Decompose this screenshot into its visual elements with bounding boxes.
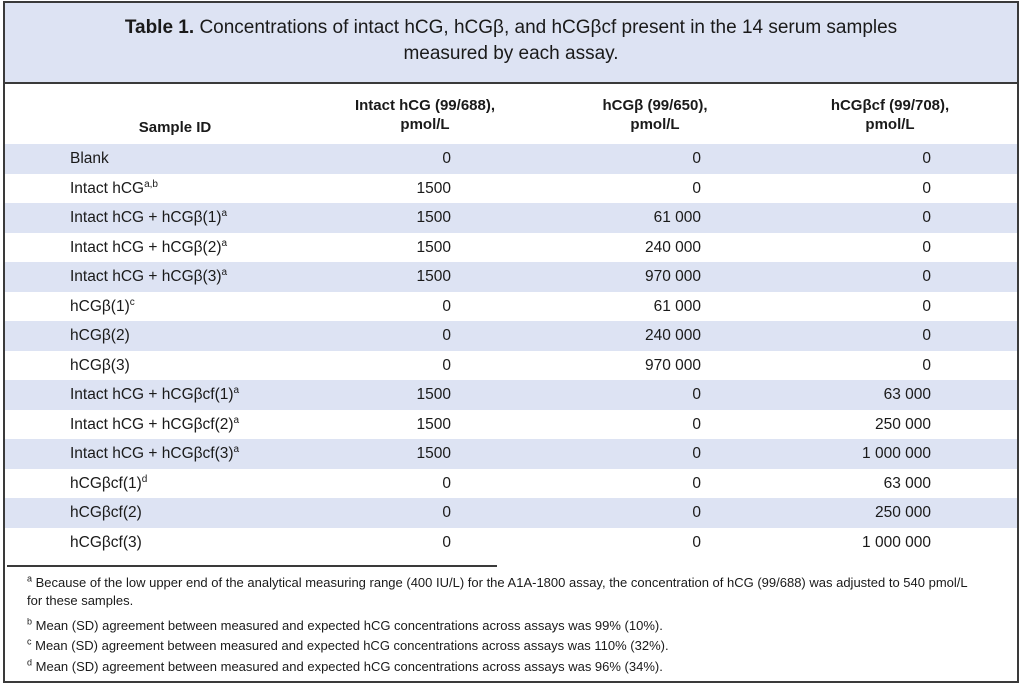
- sample-id-cell: Intact hCG + hCGβ(2)a: [70, 237, 228, 256]
- footnote-mark: a: [221, 266, 228, 278]
- hcg-beta-cell: 970 000: [644, 356, 701, 374]
- footnote-d: d Mean (SD) agreement between measured a…: [27, 657, 663, 674]
- table-row: Intact hCG + hCGβ(3)a 1500 970 000 0: [5, 262, 1017, 292]
- footnote-mark: b: [27, 616, 33, 627]
- hcg-beta-cell: 0: [692, 150, 701, 167]
- table-row: hCGβcf(1)d 0 0 63 000: [5, 469, 1017, 499]
- hcg-beta-cell: 0: [692, 386, 701, 403]
- sample-id-cell: hCGβcf(3): [70, 533, 142, 551]
- hcg-beta-cell: 240 000: [644, 327, 701, 344]
- intact-hcg-cell: 0: [442, 327, 451, 344]
- col-header-hcg-beta: hCGβ (99/650), pmol/L: [602, 97, 708, 133]
- hcg-betacf-cell: 0: [922, 327, 931, 344]
- intact-hcg-cell: 0: [442, 150, 451, 167]
- hcg-betacf-cell: 0: [922, 356, 931, 374]
- intact-hcg-cell: 1500: [416, 209, 451, 226]
- table-label: Table 1.: [124, 17, 195, 38]
- footnote-mark: a: [27, 573, 33, 584]
- intact-hcg-cell: 1500: [416, 445, 451, 462]
- table-row: Intact hCG + hCGβcf(2)a 1500 0 250 000: [5, 410, 1017, 440]
- table-frame: Table 1. Concentrations of intact hCG, h…: [3, 1, 1019, 683]
- col-header-sample-id: Sample ID: [138, 119, 212, 136]
- hcg-beta-cell: 0: [692, 179, 701, 197]
- col-header-hcg-betacf: hCGβcf (99/708), pmol/L: [830, 97, 950, 133]
- table-row: Intact hCG + hCGβ(2)a 1500 240 000 0: [5, 233, 1017, 263]
- intact-hcg-cell: 0: [442, 474, 451, 492]
- table-row: hCGβ(1)c 0 61 000 0: [5, 292, 1017, 322]
- hcg-beta-cell: 0: [692, 504, 701, 521]
- hcg-betacf-cell: 0: [922, 238, 931, 256]
- hcg-beta-cell: 970 000: [644, 268, 701, 285]
- hcg-betacf-cell: 0: [922, 179, 931, 197]
- col-header-intact-hcg: Intact hCG (99/688), pmol/L: [354, 97, 496, 133]
- hcg-betacf-cell: 0: [922, 209, 931, 226]
- sample-id-cell: hCGβcf(2): [70, 504, 142, 521]
- hcg-betacf-cell: 1 000 000: [862, 445, 931, 462]
- hcg-betacf-cell: 63 000: [883, 474, 931, 492]
- sample-id-cell: Intact hCG + hCGβ(1)a: [70, 207, 228, 226]
- table-row: Intact hCGa,b 1500 0 0: [5, 174, 1017, 204]
- hcg-betacf-cell: 0: [922, 268, 931, 285]
- footnote-divider: [7, 565, 497, 567]
- footnote-mark: a: [233, 384, 240, 396]
- footnote-mark: a,b: [144, 178, 158, 190]
- footnote-mark: d: [27, 657, 33, 668]
- footnote-a: a Because of the low upper end of the an…: [27, 573, 968, 608]
- sample-id-cell: Intact hCG + hCGβcf(3)a: [70, 443, 240, 462]
- intact-hcg-cell: 0: [442, 356, 451, 374]
- footnote-mark: c: [129, 296, 135, 308]
- table-row: Intact hCG + hCGβcf(3)a 1500 0 1 000 000: [5, 439, 1017, 469]
- sample-id-cell: Intact hCGa,b: [70, 178, 158, 197]
- hcg-beta-cell: 61 000: [653, 297, 701, 315]
- hcg-beta-cell: 240 000: [644, 238, 701, 256]
- table-row: Intact hCG + hCGβ(1)a 1500 61 000 0: [5, 203, 1017, 233]
- hcg-beta-cell: 0: [692, 415, 701, 433]
- table-row: Intact hCG + hCGβcf(1)a 1500 0 63 000: [5, 380, 1017, 410]
- intact-hcg-cell: 1500: [416, 415, 451, 433]
- table-title-line2: measured by each assay.: [403, 43, 619, 64]
- sample-id-cell: hCGβ(3): [70, 356, 130, 374]
- sample-id-cell: Intact hCG + hCGβcf(2)a: [70, 414, 240, 433]
- sample-id-cell: hCGβ(1)c: [70, 296, 135, 315]
- sample-id-cell: Intact hCG + hCGβ(3)a: [70, 266, 228, 285]
- sample-id-cell: hCGβ(2): [70, 327, 130, 344]
- hcg-beta-cell: 61 000: [653, 209, 701, 226]
- intact-hcg-cell: 0: [442, 533, 451, 551]
- intact-hcg-cell: 1500: [416, 179, 451, 197]
- sample-id-cell: Blank: [70, 150, 109, 167]
- hcg-betacf-cell: 0: [922, 297, 931, 315]
- intact-hcg-cell: 0: [442, 297, 451, 315]
- hcg-betacf-cell: 250 000: [874, 504, 931, 521]
- hcg-beta-cell: 0: [692, 474, 701, 492]
- intact-hcg-cell: 1500: [416, 238, 451, 256]
- intact-hcg-cell: 0: [442, 504, 451, 521]
- footnote-mark: a: [221, 207, 228, 219]
- hcg-beta-cell: 0: [692, 533, 701, 551]
- table-title-line1: Concentrations of intact hCG, hCGβ, and …: [199, 17, 898, 38]
- table-row: hCGβ(2) 0 240 000 0: [5, 321, 1017, 351]
- footnote-mark: a: [233, 414, 240, 426]
- footnote-b: b Mean (SD) agreement between measured a…: [27, 616, 663, 633]
- table-row: hCGβcf(2) 0 0 250 000: [5, 498, 1017, 528]
- footnote-mark: c: [27, 636, 32, 647]
- sample-id-cell: hCGβcf(1)d: [70, 473, 148, 492]
- table-title: Table 1. Concentrations of intact hCG, h…: [5, 3, 1017, 84]
- footnote-mark: a: [221, 237, 228, 249]
- intact-hcg-cell: 1500: [416, 268, 451, 285]
- sample-id-cell: Intact hCG + hCGβcf(1)a: [70, 384, 240, 403]
- footnote-mark: d: [141, 473, 148, 485]
- table-row: hCGβcf(3) 0 0 1 000 000: [5, 528, 1017, 558]
- table-row: hCGβ(3) 0 970 000 0: [5, 351, 1017, 381]
- hcg-betacf-cell: 250 000: [874, 415, 931, 433]
- hcg-betacf-cell: 63 000: [883, 386, 931, 403]
- intact-hcg-cell: 1500: [416, 386, 451, 403]
- footnote-mark: a: [233, 443, 240, 455]
- hcg-betacf-cell: 0: [922, 150, 931, 167]
- table-row: Blank 0 0 0: [5, 144, 1017, 174]
- hcg-betacf-cell: 1 000 000: [862, 533, 931, 551]
- footnote-c: c Mean (SD) agreement between measured a…: [27, 636, 669, 653]
- hcg-beta-cell: 0: [692, 445, 701, 462]
